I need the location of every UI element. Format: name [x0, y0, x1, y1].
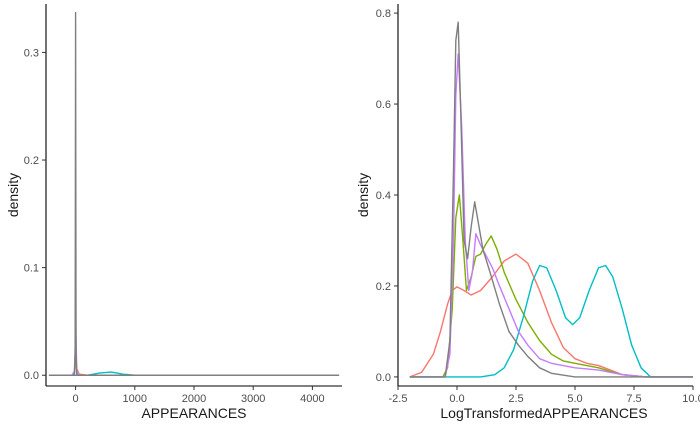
left-y-tick-label: 0.2 — [24, 155, 39, 167]
right-x-tick-label: -2.5 — [389, 393, 408, 405]
right-density-panel: -2.5 0.0 2.5 5.0 7.5 10.0 0.0 0.2 0.4 0.6 0.8 Log… — [355, 4, 700, 421]
left-y-axis-title: density — [5, 173, 21, 217]
right-density-curve-grey — [409, 21, 693, 378]
right-y-tick-label: 0.6 — [376, 99, 391, 111]
right-y-axis-title: density — [355, 173, 371, 217]
left-x-tick-label: 1000 — [123, 393, 147, 405]
right-x-tick-label: 2.5 — [508, 393, 523, 405]
right-density-curve-red — [409, 253, 693, 378]
left-x-tick-label: 3000 — [241, 393, 265, 405]
left-density-curve-green — [48, 342, 340, 376]
right-y-tick-label: 0.0 — [376, 372, 391, 384]
right-y-tick-label: 0.8 — [376, 8, 391, 20]
right-x-tick-label: 0.0 — [449, 393, 464, 405]
right-x-tick-label: 7.5 — [626, 393, 641, 405]
left-y-tick-label: 0.0 — [24, 370, 39, 382]
left-x-tick-label: 2000 — [182, 393, 206, 405]
right-x-tick-label: 5.0 — [567, 393, 582, 405]
left-density-curve-purple — [48, 309, 340, 376]
left-density-curve-red — [48, 361, 340, 376]
right-x-tick-label: 10.0 — [682, 393, 700, 405]
left-x-ticks: 0 1000 2000 3000 4000 — [73, 386, 325, 405]
right-x-axis-title: LogTransformedAPPEARANCES — [440, 405, 647, 421]
right-y-tick-label: 0.4 — [376, 190, 391, 202]
right-x-ticks: -2.5 0.0 2.5 5.0 7.5 10.0 — [389, 386, 700, 405]
right-y-ticks: 0.0 0.2 0.4 0.6 0.8 — [376, 8, 398, 384]
left-density-curve-grey — [48, 11, 340, 376]
left-y-tick-label: 0.3 — [24, 47, 39, 59]
right-density-curves — [409, 21, 693, 378]
left-x-tick-label: 4000 — [300, 393, 324, 405]
left-x-axis-title: APPEARANCES — [141, 405, 246, 421]
left-y-tick-label: 0.1 — [24, 263, 39, 275]
left-density-curves — [48, 11, 340, 376]
right-density-curve-purple — [409, 53, 693, 378]
right-density-curve-cyan — [409, 264, 693, 378]
right-y-tick-label: 0.2 — [376, 281, 391, 293]
left-y-ticks: 0.0 0.1 0.2 0.3 — [24, 47, 46, 382]
left-x-tick-label: 0 — [73, 393, 79, 405]
right-density-curve-green — [409, 194, 693, 378]
left-density-panel: 0 1000 2000 3000 4000 0.0 0.1 0.2 0.3 APPEARANC… — [5, 4, 342, 421]
